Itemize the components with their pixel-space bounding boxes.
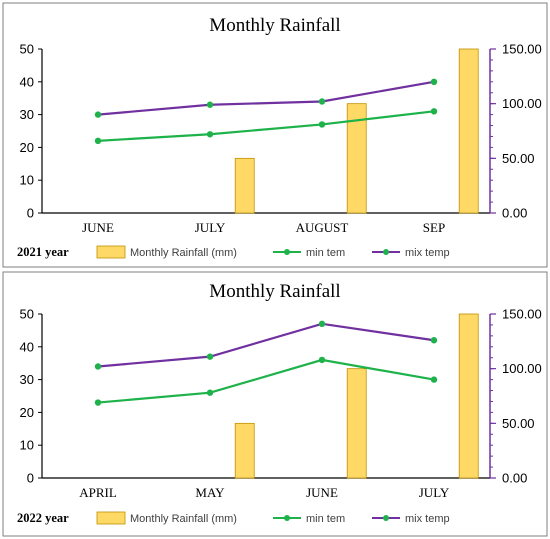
left-tick-label: 0 bbox=[27, 206, 34, 221]
point-mix-temp bbox=[318, 320, 326, 328]
left-tick-label: 10 bbox=[20, 173, 34, 188]
x-tick-label: MAY bbox=[195, 485, 225, 500]
bar-rainfall bbox=[346, 368, 367, 479]
point-min-tem bbox=[318, 121, 326, 128]
bar-rainfall bbox=[458, 48, 479, 214]
right-tick-label: 0.00 bbox=[502, 471, 527, 486]
point-mix-temp bbox=[318, 98, 326, 105]
legend-label-rainfall: Monthly Rainfall (mm) bbox=[130, 513, 237, 525]
right-tick-label: 150.00 bbox=[502, 42, 542, 57]
point-mix-temp bbox=[94, 111, 102, 118]
chart-panel-2: Monthly Rainfall 0 10 20 30 40 50 0.00 50.00 100.… bbox=[2, 271, 548, 537]
point-min-tem bbox=[206, 389, 214, 396]
bar-rainfall bbox=[346, 103, 367, 214]
right-tick-label: 50.00 bbox=[502, 151, 535, 166]
line-series-mix-temp bbox=[97, 80, 435, 116]
bar-rainfall bbox=[234, 422, 255, 479]
left-tick-label: 40 bbox=[20, 74, 34, 89]
legend-swatch-rainfall bbox=[96, 511, 126, 525]
left-tick-label: 40 bbox=[20, 339, 34, 354]
point-min-tem bbox=[94, 399, 102, 406]
bar-rainfall bbox=[458, 313, 479, 479]
bar-rainfall bbox=[234, 157, 255, 214]
chart-title: Monthly Rainfall bbox=[209, 281, 340, 302]
panel-border bbox=[2, 271, 548, 537]
left-tick-label: 30 bbox=[20, 372, 34, 387]
point-mix-temp bbox=[94, 363, 102, 370]
line-series-min-tem bbox=[97, 110, 435, 142]
left-tick-label: 50 bbox=[20, 42, 34, 57]
left-tick-label: 20 bbox=[20, 140, 34, 155]
point-min-tem bbox=[430, 108, 438, 115]
x-tick-label: AUGUST bbox=[296, 220, 349, 235]
year-label: 2021 year bbox=[17, 245, 69, 259]
point-min-tem bbox=[430, 376, 438, 383]
legend-marker-mix-temp bbox=[383, 249, 389, 255]
left-tick-label: 10 bbox=[20, 438, 34, 453]
point-mix-temp bbox=[430, 337, 438, 344]
legend-marker-min-tem bbox=[284, 249, 290, 255]
legend-marker-min-tem bbox=[284, 515, 290, 521]
legend-label-min-tem: min tem bbox=[306, 513, 345, 525]
x-tick-label: JULY bbox=[419, 485, 450, 500]
line-series-mix-temp bbox=[97, 322, 435, 368]
legend-marker-mix-temp bbox=[383, 515, 389, 521]
panel-border bbox=[2, 2, 548, 268]
legend-label-rainfall: Monthly Rainfall (mm) bbox=[130, 247, 237, 259]
legend-label-mix-temp: mix temp bbox=[405, 247, 450, 259]
x-tick-label: JUNE bbox=[306, 485, 338, 500]
x-tick-label: JULY bbox=[195, 220, 226, 235]
legend-label-min-tem: min tem bbox=[306, 247, 345, 259]
legend-label-mix-temp: mix temp bbox=[405, 513, 450, 525]
x-tick-label: JUNE bbox=[82, 220, 114, 235]
right-tick-label: 50.00 bbox=[502, 416, 535, 431]
right-tick-label: 150.00 bbox=[502, 307, 542, 322]
left-tick-label: 30 bbox=[20, 107, 34, 122]
year-label: 2022 year bbox=[17, 511, 69, 525]
left-tick-label: 20 bbox=[20, 405, 34, 420]
point-mix-temp bbox=[206, 101, 214, 108]
left-tick-label: 0 bbox=[27, 471, 34, 486]
point-min-tem bbox=[318, 356, 326, 364]
chart-panel-1: Monthly Rainfall 0 10 20 30 40 50 0.00 50.00 100.… bbox=[2, 2, 548, 268]
x-tick-label: APRIL bbox=[79, 485, 117, 500]
line-series-min-tem bbox=[97, 358, 435, 404]
x-tick-label: SEP bbox=[423, 220, 445, 235]
legend-swatch-rainfall bbox=[96, 245, 126, 259]
right-tick-label: 100.00 bbox=[502, 361, 542, 376]
point-mix-temp bbox=[430, 78, 438, 86]
point-mix-temp bbox=[206, 353, 214, 360]
right-tick-label: 0.00 bbox=[502, 206, 527, 221]
point-min-tem bbox=[206, 131, 214, 138]
right-tick-label: 100.00 bbox=[502, 96, 542, 111]
chart-title: Monthly Rainfall bbox=[209, 15, 340, 36]
left-tick-label: 50 bbox=[20, 307, 34, 322]
point-min-tem bbox=[94, 137, 102, 145]
